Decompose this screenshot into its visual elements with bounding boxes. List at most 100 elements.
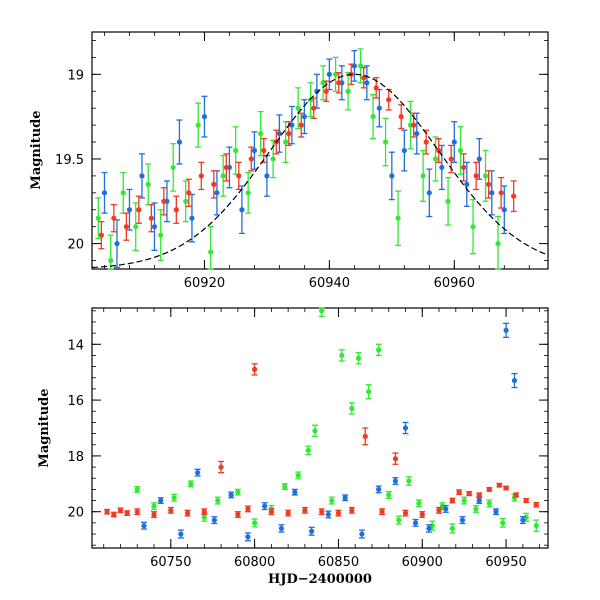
top-point-green — [157, 209, 164, 262]
top-point-red — [198, 161, 205, 191]
bottom-point-red — [503, 485, 510, 491]
bottom-point-green — [318, 307, 325, 318]
bottom-point-green — [187, 480, 194, 488]
top-point-red — [298, 112, 305, 138]
top-point-green — [420, 149, 427, 202]
top-point-green — [407, 100, 414, 150]
top-point-red — [473, 161, 480, 191]
data-marker — [376, 105, 382, 111]
data-marker — [245, 190, 251, 196]
top-point-red — [360, 66, 367, 89]
data-marker — [236, 173, 242, 179]
top-point-green — [370, 93, 377, 140]
bottom-ytick-label: 14 — [67, 338, 84, 353]
top-point-green — [245, 171, 252, 214]
data-marker — [376, 486, 382, 492]
data-marker — [416, 500, 422, 506]
bottom-point-red — [201, 508, 208, 516]
data-marker — [295, 105, 301, 111]
data-marker — [305, 447, 311, 453]
data-marker — [189, 215, 195, 221]
top-point-red — [385, 88, 392, 111]
bottom-ytick-label: 20 — [67, 506, 84, 521]
bottom-axis-ticks — [92, 308, 548, 548]
top-point-green — [107, 234, 114, 270]
top-axis-ticks — [92, 32, 548, 269]
bottom-point-green — [415, 499, 422, 508]
top-point-blue — [401, 129, 408, 172]
data-marker — [101, 190, 108, 196]
data-marker — [476, 156, 482, 162]
data-marker — [168, 507, 174, 513]
data-marker — [301, 114, 307, 120]
data-marker — [319, 308, 325, 314]
data-marker — [411, 122, 417, 128]
data-marker — [461, 497, 467, 504]
data-marker — [461, 164, 467, 171]
data-marker — [133, 224, 139, 230]
top-point-blue — [263, 154, 270, 197]
data-marker — [511, 193, 517, 199]
data-marker — [420, 173, 426, 179]
top-point-green — [95, 197, 102, 240]
top-point-blue — [226, 146, 233, 189]
data-marker — [233, 147, 239, 154]
data-marker — [486, 486, 492, 492]
bottom-point-red — [218, 460, 225, 474]
data-marker — [362, 433, 368, 439]
data-marker — [520, 517, 526, 523]
bottom-point-green — [311, 424, 318, 438]
data-marker — [439, 164, 445, 171]
data-marker — [258, 130, 264, 137]
top-point-green — [120, 171, 127, 214]
top-point-blue — [363, 65, 370, 101]
data-marker — [123, 224, 129, 230]
top-point-blue — [388, 151, 395, 201]
data-marker — [426, 190, 432, 196]
top-point-green — [470, 198, 477, 255]
top-point-red — [373, 77, 380, 99]
data-marker — [201, 509, 207, 515]
bottom-point-blue — [244, 532, 251, 542]
data-marker — [386, 97, 392, 103]
top-point-green — [145, 163, 152, 206]
data-marker — [218, 464, 224, 470]
bottom-tick-labels: 60750 60800 60850 60900 60950 14 16 18 20 — [67, 338, 526, 570]
top-point-green — [432, 136, 439, 182]
bottom-point-blue — [325, 510, 332, 519]
data-marker — [171, 495, 177, 501]
data-marker — [445, 198, 451, 204]
top-model-curve — [91, 73, 549, 269]
data-marker — [392, 478, 399, 484]
data-marker — [302, 507, 308, 513]
top-point-green — [495, 215, 502, 270]
bottom-point-red — [234, 511, 241, 518]
data-marker — [364, 80, 370, 86]
data-marker — [245, 534, 251, 540]
data-marker — [476, 492, 482, 498]
data-marker — [473, 173, 479, 179]
top-point-blue — [213, 170, 220, 216]
top-ytick-label: 20 — [67, 238, 84, 253]
data-marker — [298, 122, 304, 128]
top-data-points — [95, 48, 517, 270]
top-point-green — [320, 65, 327, 101]
top-point-red — [335, 71, 342, 94]
bottom-point-red — [449, 497, 456, 504]
data-marker — [178, 531, 184, 537]
data-marker — [220, 173, 226, 179]
top-point-green — [445, 176, 452, 226]
top-plot-frame — [91, 31, 549, 270]
data-marker — [496, 482, 502, 488]
top-point-red — [498, 176, 505, 209]
top-point-blue — [376, 88, 383, 128]
data-marker — [161, 198, 167, 204]
data-marker — [120, 190, 126, 196]
data-marker — [436, 507, 442, 513]
bottom-point-blue — [358, 529, 365, 539]
bottom-point-red — [318, 508, 325, 516]
bottom-point-green — [486, 499, 493, 508]
data-marker — [108, 257, 114, 264]
bottom-panel: 60750 60800 60850 60900 60950 14 16 18 20 Magnit… — [37, 307, 549, 587]
